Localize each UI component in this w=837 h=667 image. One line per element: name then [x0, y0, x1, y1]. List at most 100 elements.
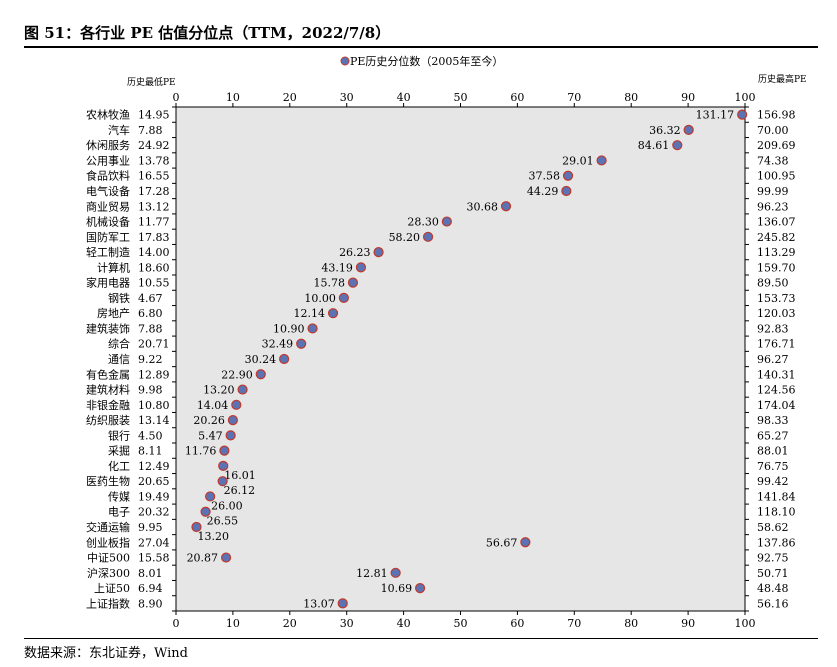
percentile-point	[561, 185, 572, 197]
top-tick-label: 40	[397, 91, 411, 104]
current-pe-label: 10.00	[304, 292, 336, 305]
current-pe-label: 10.69	[381, 582, 413, 595]
row-name: 电气设备	[86, 184, 130, 198]
top-tick-label: 0	[173, 91, 180, 104]
current-pe-label: 11.76	[185, 445, 217, 458]
row-max-pe: 140.31	[757, 368, 796, 381]
row-name: 国防军工	[86, 230, 130, 244]
top-tick-label: 100	[735, 91, 756, 104]
row-max-pe: 96.23	[757, 200, 789, 213]
percentile-point	[307, 323, 318, 334]
row-name: 银行	[108, 428, 130, 442]
current-pe-label: 15.78	[313, 277, 345, 290]
row-max-pe: 245.82	[757, 231, 796, 244]
row-min-pe: 10.80	[138, 399, 170, 412]
current-pe-label: 37.58	[529, 170, 561, 183]
row-min-pe: 15.58	[138, 552, 170, 565]
current-pe-label: 16.01	[224, 469, 256, 482]
row-name: 公用事业	[86, 154, 130, 167]
current-pe-label: 20.87	[187, 552, 219, 565]
row-name: 食品饮料	[86, 169, 130, 183]
row-min-pe: 20.32	[138, 506, 170, 519]
row-max-pe: 99.99	[757, 185, 789, 198]
row-name: 计算机	[97, 260, 130, 274]
legend-label: PE历史分位数（2005年至今）	[350, 54, 503, 68]
row-max-pe: 89.50	[757, 277, 789, 290]
row-name: 房地产	[97, 306, 130, 320]
current-pe-label: 30.68	[467, 200, 499, 213]
percentile-point	[205, 491, 216, 502]
bottom-tick-label: 60	[510, 617, 524, 630]
percentile-point	[520, 537, 531, 548]
percentile-point	[441, 216, 452, 227]
percentile-point	[237, 384, 248, 395]
percentile-point	[327, 308, 339, 319]
row-max-pe: 136.07	[757, 216, 796, 229]
rows: 农林牧渔 14.95 156.98 131.17 汽车 7.88 70.00 36.32 休闲服…	[86, 108, 796, 611]
row-max-pe: 50.71	[757, 567, 789, 580]
row-max-pe: 156.98	[757, 109, 796, 122]
percentile-point	[683, 124, 694, 136]
row-min-pe: 10.55	[138, 277, 170, 290]
bottom-tick-label: 0	[173, 617, 180, 630]
percentile-point	[415, 582, 426, 594]
current-pe-label: 131.17	[696, 109, 735, 122]
current-pe-label: 32.49	[262, 338, 294, 351]
percentile-point	[737, 109, 748, 120]
row-max-pe: 92.75	[757, 552, 789, 565]
row-min-pe: 6.80	[138, 307, 163, 320]
row-max-pe: 96.27	[757, 353, 789, 366]
row-name: 建筑材料	[86, 383, 130, 397]
percentile-point	[217, 476, 228, 487]
row-max-pe: 58.62	[757, 521, 789, 534]
row-min-pe: 18.60	[138, 261, 170, 274]
row-name: 交通运输	[86, 520, 130, 534]
current-pe-label: 12.81	[356, 567, 388, 580]
current-pe-label: 5.47	[198, 429, 223, 442]
percentile-point	[220, 552, 232, 563]
row-min-pe: 14.95	[138, 109, 170, 122]
current-pe-label: 10.90	[273, 322, 305, 335]
row-min-pe: 8.01	[138, 567, 163, 580]
axes: 0 0 10 10 20 20 30 30 40 40 50 50 60 60 70 70 80 80 90 90 10…	[172, 91, 756, 630]
row-max-pe: 113.29	[757, 246, 796, 259]
row-min-pe: 8.90	[138, 597, 163, 610]
row-name: 电子	[108, 506, 130, 519]
row-min-pe: 12.49	[138, 460, 170, 473]
top-tick-label: 30	[340, 91, 354, 104]
row-max-pe: 174.04	[757, 399, 796, 412]
row-name: 休闲服务	[86, 138, 130, 152]
current-pe-label: 43.19	[321, 261, 353, 274]
row-name: 通信	[108, 353, 130, 366]
row-name: 上证50	[94, 582, 130, 595]
row-min-pe: 13.14	[138, 414, 170, 427]
row-name: 采掘	[108, 444, 130, 458]
top-tick-label: 20	[283, 91, 297, 104]
bottom-tick-label: 50	[454, 617, 468, 630]
row-name: 农林牧渔	[86, 108, 130, 122]
percentile-point	[347, 277, 359, 288]
percentile-point	[218, 460, 229, 472]
row-max-pe: 65.27	[757, 429, 789, 442]
row-max-pe: 48.48	[757, 582, 789, 595]
row-max-pe: 76.75	[757, 460, 789, 473]
percentile-point	[373, 246, 384, 258]
bottom-tick-label: 40	[397, 617, 411, 630]
row-name: 机械设备	[86, 215, 130, 229]
row-max-pe: 100.95	[757, 170, 796, 183]
row-min-pe: 13.12	[138, 200, 170, 213]
row-min-pe: 27.04	[138, 536, 170, 549]
row-min-pe: 9.95	[138, 521, 163, 534]
row-max-pe: 176.71	[757, 338, 796, 351]
percentile-point	[279, 353, 290, 365]
percentile-point	[191, 521, 202, 533]
row-name: 轻工制造	[86, 245, 130, 259]
percentile-point	[422, 231, 434, 242]
row-max-pe: 209.69	[757, 139, 796, 152]
bottom-tick-label: 90	[681, 617, 695, 630]
row-name: 综合	[108, 337, 130, 351]
top-tick-label: 80	[624, 91, 638, 104]
current-pe-label: 26.23	[339, 246, 371, 259]
plot-area	[176, 107, 745, 611]
row-max-pe: 137.86	[757, 536, 796, 549]
